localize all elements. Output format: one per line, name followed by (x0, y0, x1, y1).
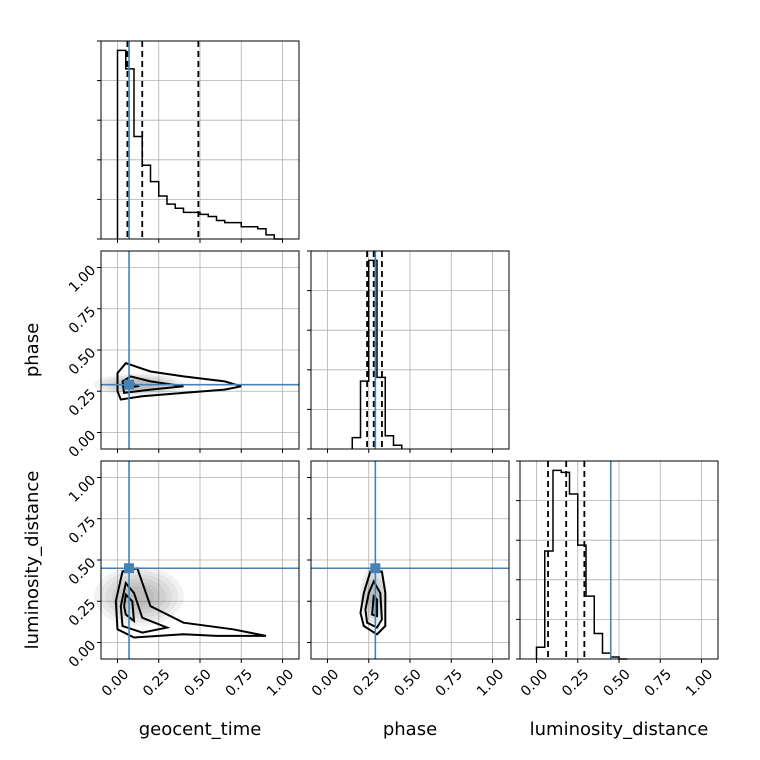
contour-level-1 (114, 567, 267, 639)
x-tick-label: 0.00 (309, 666, 342, 699)
y-tick-label: 0.25 (66, 386, 99, 419)
y-axis-label-phase: phase (22, 323, 43, 377)
x-tick-label: 0.75 (433, 666, 466, 699)
y-tick-label: 0.50 (66, 345, 99, 378)
y-tick-label: 0.25 (66, 596, 99, 629)
panel-geocent_time-vs-luminosity_distance: 0.00 0.25 0.50 0.75 1.000.000.250.500.751.00 (66, 460, 300, 700)
x-tick-label: 0.75 (642, 666, 675, 699)
y-tick-label: 0.50 (66, 555, 99, 588)
x-tick-label: 0.25 (350, 666, 383, 699)
y-tick-label: 0.00 (66, 427, 99, 460)
x-tick-label: 0.25 (559, 666, 592, 699)
x-tick-label: 0.50 (600, 666, 633, 699)
y-tick-label: 1.00 (66, 472, 99, 505)
x-axis-label-luminosity_distance: luminosity_distance (530, 719, 709, 740)
truth-marker (370, 563, 381, 574)
contour-level-2 (121, 375, 184, 395)
y-tick-label: 1.00 (66, 262, 99, 295)
contour-level-2 (119, 580, 171, 634)
panel-phase-hist (307, 250, 510, 453)
panel-geocent_time-vs-phase: 0.00 0.25 0.50 0.75 1.00 (66, 250, 300, 461)
y-tick-label: 0.75 (66, 514, 99, 547)
histogram-luminosity_distance (535, 469, 628, 660)
x-tick-label: 0.25 (140, 666, 173, 699)
x-axis-label-phase: phase (383, 719, 437, 740)
x-tick-label: 0.00 (99, 666, 132, 699)
y-axis-label-luminosity_distance: luminosity_distance (22, 471, 43, 650)
contour-level-1 (359, 570, 387, 636)
x-tick-label: 1.00 (474, 666, 507, 699)
contour-level-2 (364, 579, 383, 629)
contour-level-1 (116, 362, 242, 401)
x-tick-label: 0.50 (391, 666, 424, 699)
histogram-phase (351, 259, 403, 449)
x-tick-label: 0.50 (181, 666, 214, 699)
x-axis-label-geocent_time: geocent_time (139, 719, 262, 740)
y-tick-label: 0.00 (66, 637, 99, 670)
density-blob (105, 574, 172, 619)
truth-marker (124, 563, 135, 574)
x-tick-label: 1.00 (264, 666, 297, 699)
x-tick-label: 0.75 (223, 666, 256, 699)
panel-phase-vs-luminosity_distance: 0.00 0.25 0.50 0.75 1.00 (307, 460, 510, 700)
panel-geocent_time-hist (97, 40, 300, 243)
y-tick-label: 0.75 (66, 304, 99, 337)
x-tick-label: 1.00 (683, 666, 716, 699)
x-tick-label: 0.00 (518, 666, 551, 699)
truth-marker (124, 379, 135, 390)
panel-luminosity_distance-hist: 0.00 0.25 0.50 0.75 1.00 (516, 460, 719, 700)
